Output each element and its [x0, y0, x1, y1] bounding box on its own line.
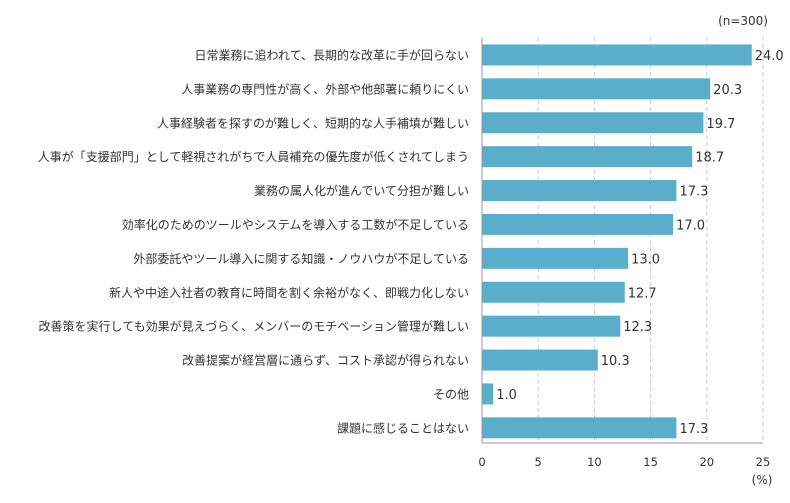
bar [482, 213, 674, 235]
x-tick-label: 20 [699, 455, 714, 469]
category-label: その他 [433, 387, 469, 401]
data-label: 13.0 [631, 252, 660, 267]
bar [482, 281, 625, 303]
data-label: 18.7 [695, 151, 724, 166]
category-label: 人事業務の専門性が高く、外部や他部署に頼りにくい [181, 81, 469, 96]
category-label: 改善提案が経営層に通らず、コスト承認が得られない [182, 353, 469, 368]
x-tick-label: 15 [643, 455, 658, 469]
category-label: 改善策を実行しても効果が見えづらく、メンバーのモチベーション管理が難しい [39, 319, 469, 334]
x-tick-label: 10 [587, 455, 602, 469]
data-label: 12.7 [628, 286, 657, 301]
bar [482, 146, 693, 168]
bar [482, 44, 752, 66]
category-label: 人事が「支援部門」として軽視されがちで人員補充の優先度が低くされてしまう [38, 149, 469, 164]
bar [482, 349, 598, 371]
bar [482, 247, 629, 269]
category-label: 新人や中途入社者の教育に時間を割く余裕がなく、即戦力化しない [109, 285, 469, 300]
bars [482, 44, 752, 439]
category-label: 人事経験者を探すのが難しく、短期的な人手補填が難しい [157, 115, 469, 130]
category-label: 業務の属人化が進んでいて分担が難しい [254, 183, 469, 198]
data-label: 17.3 [679, 185, 708, 200]
x-axis: 0 5 10 15 20 25 [478, 37, 770, 469]
bar [482, 383, 494, 405]
data-label: 12.3 [623, 320, 652, 335]
bar [482, 180, 677, 202]
x-tick-label: 0 [478, 455, 485, 469]
category-label: 効率化のためのツールやシステムを導入する工数が不足している [122, 217, 469, 232]
data-label: 17.0 [676, 218, 705, 233]
data-label: 19.7 [706, 117, 735, 132]
data-label: 17.3 [679, 422, 708, 437]
x-tick-label: 5 [535, 455, 542, 469]
bar [482, 78, 711, 100]
sample-size-note: (n=300) [718, 14, 768, 28]
category-label: 日常業務に追われて、長期的な改革に手が回らない [195, 47, 469, 62]
value-labels: 24.0 20.3 19.7 18.7 17.3 17.0 13.0 12.7 12.3 10.3… [496, 49, 783, 437]
grid-lines [537, 37, 764, 443]
data-label: 10.3 [601, 354, 630, 369]
bar [482, 315, 621, 337]
data-label: 24.0 [755, 49, 784, 64]
data-label: 20.3 [713, 83, 742, 98]
bar [482, 112, 704, 134]
unit-label: (%) [752, 473, 773, 487]
category-label: 外部委託やツール導入に関する知識・ノウハウが不足している [133, 251, 469, 266]
x-tick-label: 25 [756, 455, 771, 469]
category-labels: 日常業務に追われて、長期的な改革に手が回らない人事業務の専門性が高く、外部や他部… [38, 47, 469, 435]
category-label: 課題に感じることはない [337, 420, 469, 435]
bar [482, 417, 677, 439]
data-label: 1.0 [496, 388, 517, 403]
